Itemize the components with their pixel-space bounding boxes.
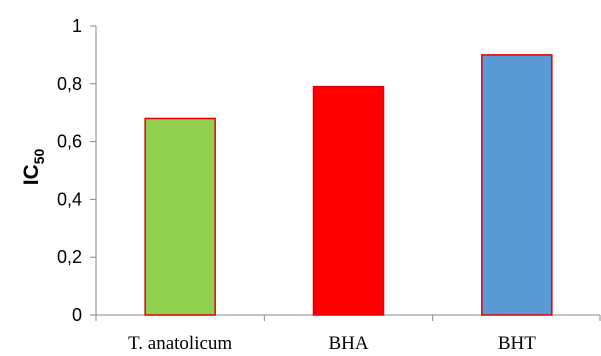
x-category-label: BHA xyxy=(328,333,368,354)
plot-area: 0 0,2 0,4 0,6 0,8 1 T. anatolicum BHA BHT xyxy=(57,16,601,354)
y-tick-label: 0,8 xyxy=(57,74,82,94)
x-category-label: T. anatolicum xyxy=(128,333,232,354)
y-axis-title-main: IC xyxy=(20,164,43,185)
bar-bht xyxy=(481,54,553,316)
y-axis-title: IC50 xyxy=(20,149,47,186)
bar-t-anatolicum xyxy=(144,117,216,316)
y-tick-label: 1 xyxy=(72,16,82,36)
y-tick-label: 0,4 xyxy=(57,189,82,209)
svg-text:IC50: IC50 xyxy=(20,149,47,186)
y-axis-title-subscript: 50 xyxy=(31,149,47,165)
x-category-label: BHT xyxy=(498,333,536,354)
y-tick-label: 0 xyxy=(72,305,82,325)
bar-bha xyxy=(312,85,385,316)
y-tick-label: 0,6 xyxy=(57,132,82,152)
y-tick-label: 0,2 xyxy=(57,247,82,267)
